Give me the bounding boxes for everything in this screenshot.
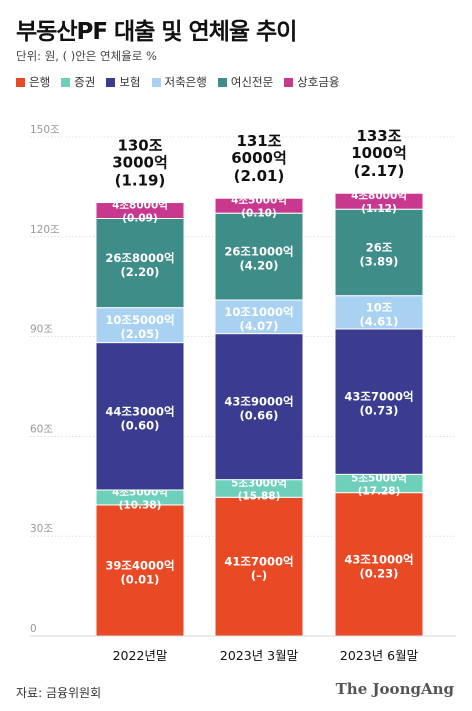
segment-label: 41조7000억 [224,555,293,569]
segment-rate-label: (0.60) [121,418,160,432]
segment-rate-label: (0.66) [240,409,279,423]
segment-label: 26조1000억 [224,245,293,259]
bar-segment [95,218,185,309]
y-tick-label: 90조 [30,324,53,336]
legend-item: 여신전문 [217,74,274,90]
legend-label: 여신전문 [230,75,274,89]
legend-swatch [16,77,25,87]
total-label: 130조 [117,137,162,155]
legend-label: 증권 [74,75,96,89]
legend: 은행 증권 보험 저축은행 여신전문 상호금융 [16,74,466,90]
x-category-label: 2023년 6월말 [340,648,419,663]
bar-segment [214,496,304,637]
bar-segment [95,202,185,220]
legend-item: 저축은행 [151,74,207,90]
segment-label: 10조 [366,300,393,314]
segment-rate-label: (0.01) [121,572,160,586]
bar-segment [334,192,424,210]
segment-label: 43조9000억 [224,395,293,409]
brand-logo: The JoongAng [335,680,454,698]
x-category-label: 2023년 3월말 [220,648,299,663]
segment-label: 26조8000억 [105,251,174,265]
bar-segment [214,212,304,301]
bar-segment [334,295,424,330]
segment-rate-label: (2.05) [121,327,160,341]
segment-label: 26조 [366,240,393,254]
total-label: 1000억 [351,144,407,162]
segment-rate-label: (3.89) [360,254,399,268]
total-label: 3000억 [112,154,168,172]
segment-rate-label: (2.20) [121,265,160,279]
segment-label: 4조5000억 [231,195,287,207]
segment-label: 44조3000억 [105,404,174,418]
segment-rate-label: (0.09) [122,213,158,225]
bar-segment [334,208,424,297]
legend-item: 은행 [16,74,50,90]
segment-label: 43조7000억 [344,390,413,404]
segment-rate-label: (4.20) [240,259,279,273]
legend-swatch [217,77,227,87]
segment-label: 5조3000억 [231,477,287,489]
segment-rate-label: (17.28) [358,485,401,497]
bar-segment [214,333,304,481]
segment-label: 10조1000억 [224,305,293,319]
y-tick-label: 150조 [30,124,60,136]
bar-segment [214,197,304,214]
segment-rate-label: (0.23) [360,566,399,580]
legend-swatch [106,77,116,87]
legend-swatch [61,77,71,87]
y-tick-label: 60조 [30,423,53,435]
legend-item: 상호금융 [284,74,340,90]
bar-segment [95,342,185,491]
segment-rate-label: (4.07) [240,319,279,333]
total-label: 133조 [356,127,401,145]
total-rate-label: (1.19) [115,172,166,190]
segment-label: 4조8000억 [112,200,168,212]
segment-rate-label: (10.38) [119,499,162,511]
y-tick-label: 30조 [30,523,53,535]
segment-rate-label: (0.73) [360,404,399,418]
legend-swatch [284,77,294,87]
segment-label: 10조5000억 [105,313,174,327]
total-rate-label: (2.17) [354,162,405,180]
bar-segment [214,299,304,335]
segment-rate-label: (–) [251,569,267,583]
y-tick-label: 0 [30,623,37,635]
total-rate-label: (2.01) [234,167,285,185]
legend-label: 은행 [29,75,51,89]
segment-label: 4조8000억 [351,190,407,202]
legend-swatch [151,77,161,87]
total-label: 6000억 [231,149,287,167]
legend-label: 보험 [119,75,141,89]
legend-item: 증권 [61,74,95,90]
legend-label: 저축은행 [164,75,207,89]
segment-rate-label: (4.61) [360,314,399,328]
unit-note: 단위: 원, ( )안은 연체율로 % [16,49,157,63]
segment-label: 5조5000억 [351,472,407,484]
legend-item: 보험 [106,74,141,90]
x-category-label: 2022년말 [113,648,168,663]
source-note: 자료: 금융위원회 [16,686,102,700]
legend-label: 상호금융 [297,75,340,89]
chart-title: 부동산PF 대출 및 연체율 추이 [16,19,297,45]
y-tick-label: 120조 [30,224,60,236]
segment-label: 39조4000억 [105,558,174,572]
segment-rate-label: (15.88) [238,490,281,502]
segment-rate-label: (1.12) [361,203,397,215]
segment-rate-label: (0.10) [241,208,277,220]
segment-label: 43조1000억 [344,552,413,566]
total-label: 131조 [236,132,281,150]
